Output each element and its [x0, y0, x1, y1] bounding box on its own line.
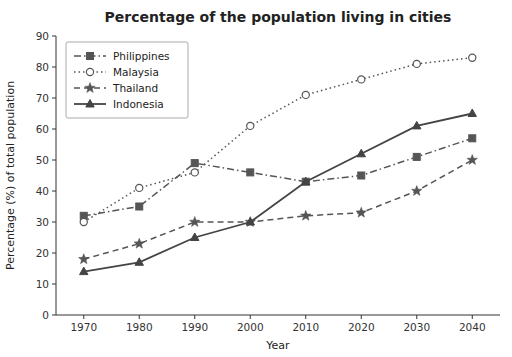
point-marker [302, 177, 310, 185]
point-marker [358, 76, 365, 83]
point-marker [468, 109, 476, 117]
point-marker [135, 258, 143, 266]
y-tick [52, 222, 56, 223]
point-marker [247, 122, 254, 129]
y-tick-label: 40 [36, 185, 49, 197]
series-line [84, 138, 473, 216]
legend-marker [86, 100, 94, 108]
series-line [84, 58, 473, 222]
legend: Philippines Malaysia Thailand Indonesia [66, 42, 188, 118]
title: Percentage of the population living in c… [105, 9, 452, 25]
legend-marker [85, 83, 95, 93]
series-line [84, 160, 473, 259]
x-axis-label: Year [265, 339, 290, 352]
y-tick [52, 315, 56, 316]
point-marker [302, 91, 309, 98]
axes: 1970198019902000201020202030204001020304… [36, 30, 500, 334]
y-tick-label: 60 [36, 123, 49, 135]
x-tick-label: 1980 [126, 321, 153, 333]
x-tick-label: 2010 [292, 321, 319, 333]
point-marker [413, 60, 420, 67]
x-tick-label: 1970 [70, 321, 97, 333]
point-marker [80, 218, 87, 225]
legend-label: Thailand [112, 82, 158, 94]
series [79, 155, 478, 264]
point-marker [246, 218, 254, 226]
point-marker [79, 254, 89, 264]
y-tick-label: 80 [36, 61, 49, 73]
point-marker [469, 54, 476, 61]
point-marker [245, 217, 255, 227]
y-tick [52, 67, 56, 68]
y-tick-label: 10 [36, 278, 49, 290]
point-marker [136, 203, 143, 210]
plot-area [79, 54, 478, 275]
point-marker [80, 267, 88, 275]
y-tick [52, 191, 56, 192]
legend-marker [86, 68, 93, 75]
point-marker [356, 207, 366, 217]
point-marker [191, 160, 198, 167]
point-marker [357, 149, 365, 157]
y-tick [52, 253, 56, 254]
x-tick [472, 315, 473, 319]
x-tick [83, 315, 84, 319]
series [80, 109, 477, 275]
point-marker [358, 172, 365, 179]
point-marker [412, 186, 422, 196]
y-axis-label: Percentage (%) of total population [4, 81, 17, 270]
legend-label: Malaysia [113, 66, 159, 78]
y-tick-label: 30 [36, 216, 49, 228]
legend-label: Philippines [113, 50, 170, 62]
point-marker [247, 169, 254, 176]
y-tick-label: 0 [42, 309, 49, 321]
point-marker [413, 121, 421, 128]
series-line [84, 114, 473, 272]
x-axis-line [56, 315, 500, 316]
x-tick-label: 1990 [181, 321, 208, 333]
x-tick [305, 315, 306, 319]
x-tick-label: 2000 [237, 321, 264, 333]
x-tick [361, 315, 362, 319]
legend-marker [87, 53, 94, 60]
y-tick [52, 284, 56, 285]
y-tick-label: 20 [36, 247, 49, 259]
x-tick-label: 2030 [403, 321, 430, 333]
point-marker [136, 184, 143, 191]
chart: Percentage of the population living in c… [0, 0, 512, 357]
x-tick [139, 315, 140, 319]
point-marker [469, 135, 476, 142]
point-marker [301, 210, 311, 220]
y-tick-label: 50 [36, 154, 49, 166]
y-tick [52, 160, 56, 161]
x-tick-label: 2020 [348, 321, 375, 333]
y-tick [52, 129, 56, 130]
y-tick-label: 70 [36, 92, 49, 104]
legend-label: Indonesia [113, 98, 164, 110]
y-tick-label: 90 [36, 30, 49, 42]
x-tick [250, 315, 251, 319]
point-marker [190, 217, 200, 227]
point-marker [191, 169, 198, 176]
series [80, 135, 476, 220]
y-tick [52, 36, 56, 37]
y-axis-line [56, 36, 57, 315]
x-tick [416, 315, 417, 319]
legend-box [66, 42, 188, 118]
point-marker [413, 153, 420, 160]
point-marker [191, 233, 199, 241]
point-marker [134, 238, 144, 248]
point-marker [302, 178, 309, 185]
y-tick [52, 98, 56, 99]
x-tick [194, 315, 195, 319]
x-tick-label: 2040 [459, 321, 486, 333]
chart-container: Percentage of the population living in c… [0, 0, 512, 357]
point-marker [467, 155, 477, 165]
